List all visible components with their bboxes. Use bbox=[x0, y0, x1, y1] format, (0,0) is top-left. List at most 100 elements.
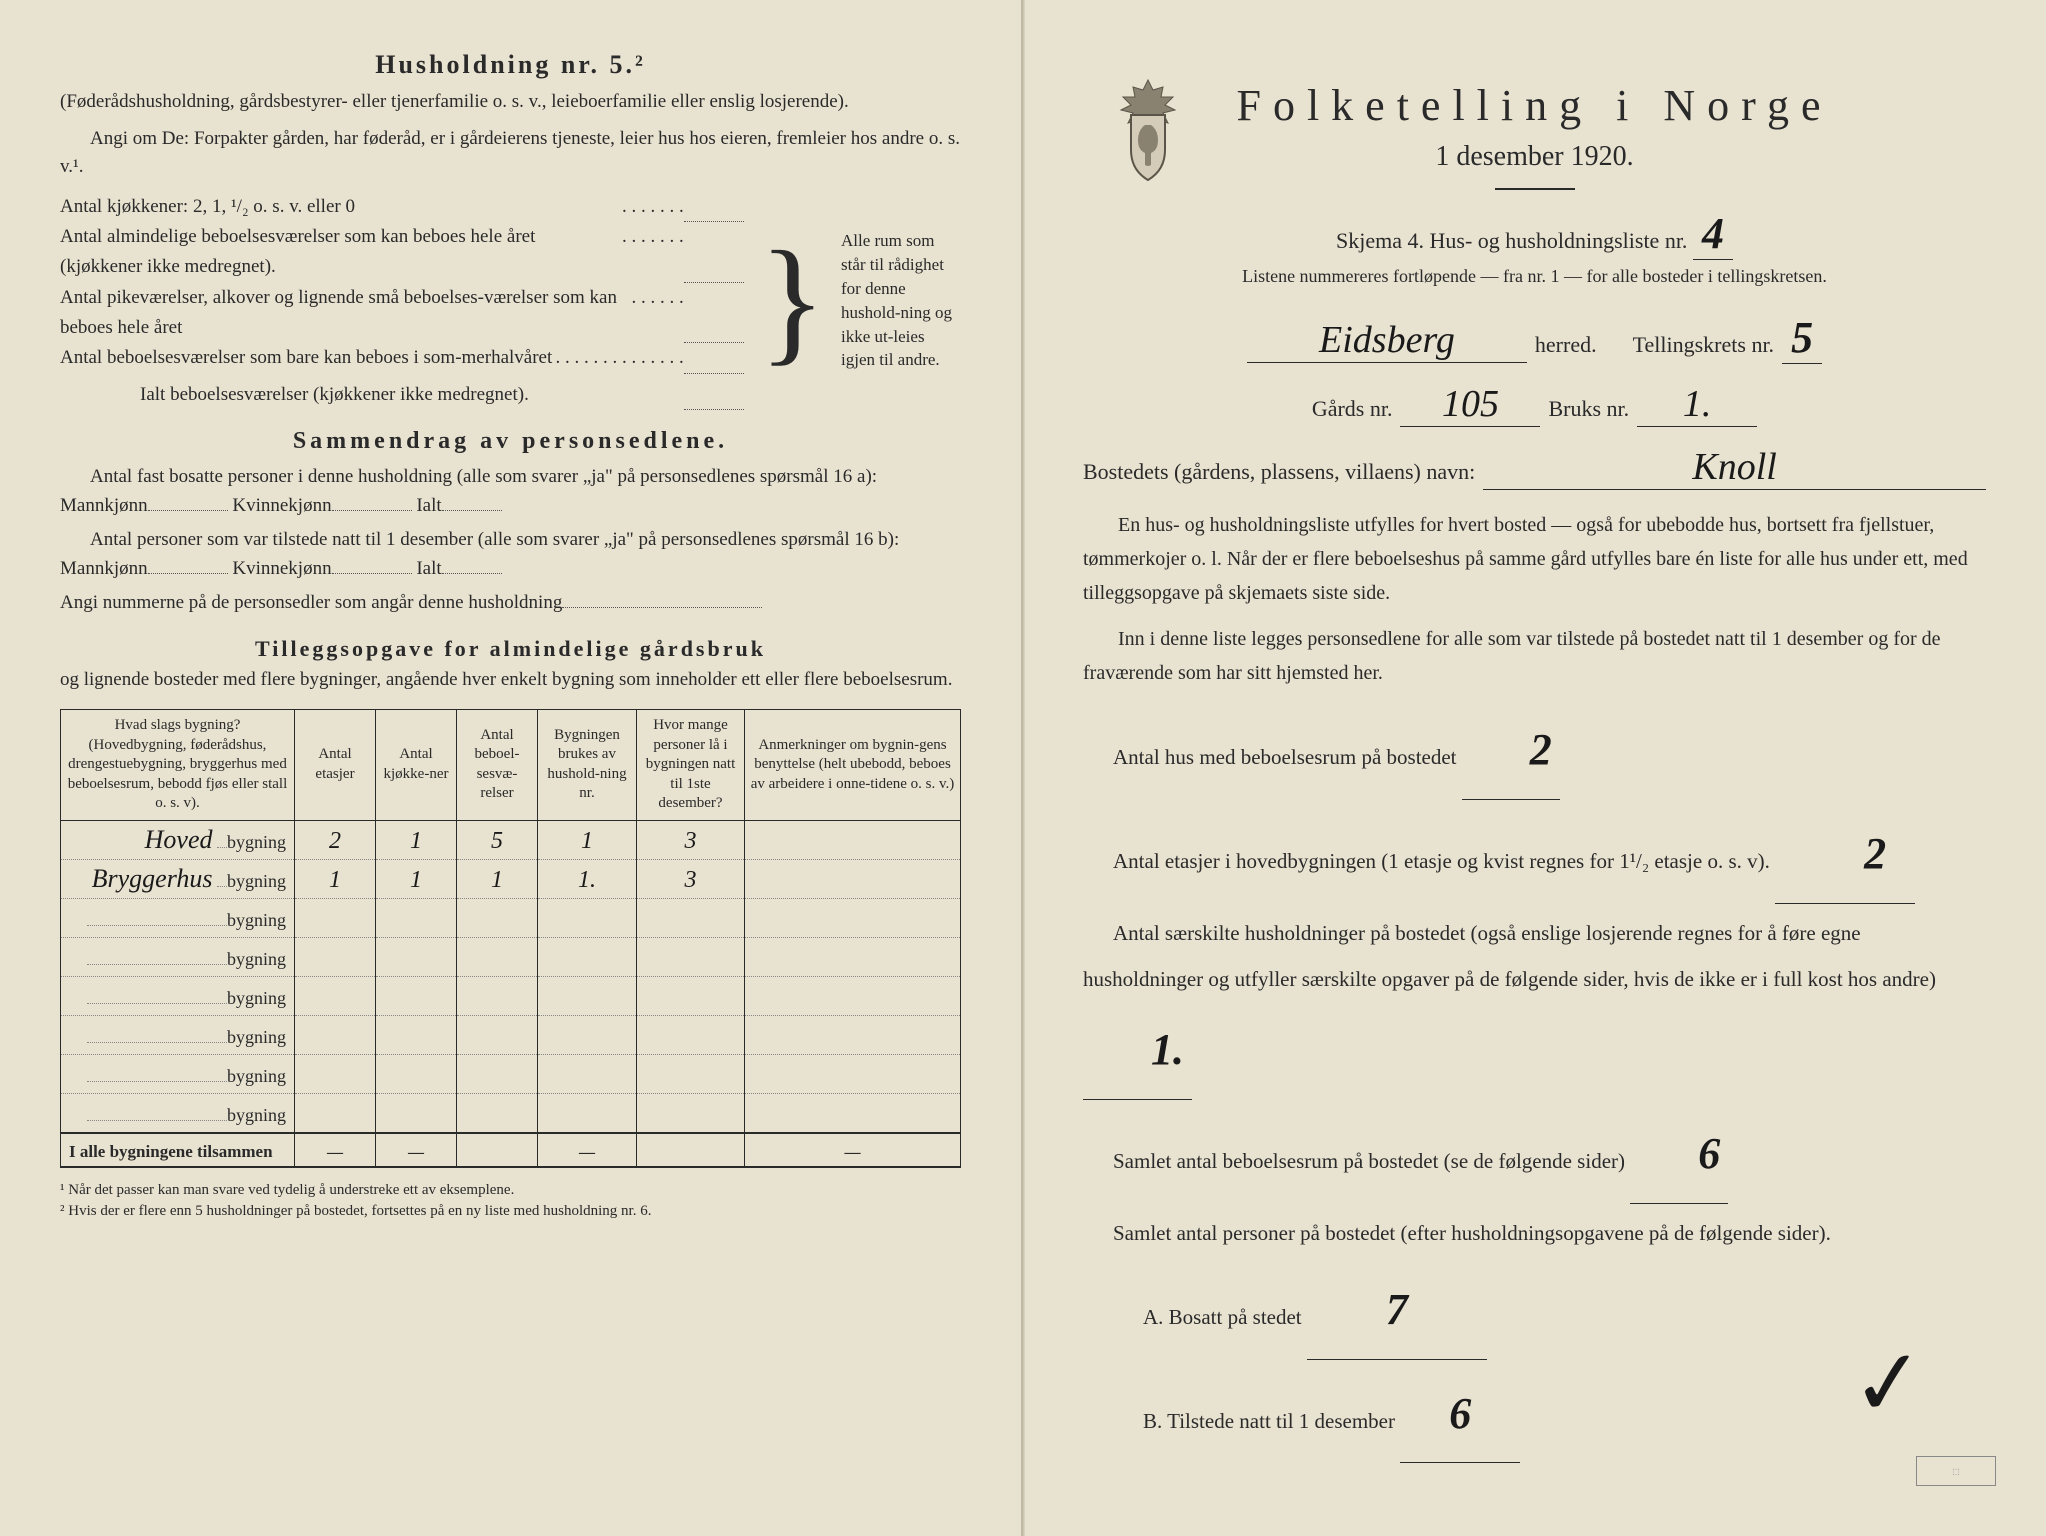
table-row: bygning bbox=[61, 898, 961, 937]
th-etasjer: Antal etasjer bbox=[295, 710, 376, 821]
row-kjokkener: 1 bbox=[376, 820, 457, 859]
krets-value: 5 bbox=[1791, 312, 1813, 363]
right-page: Folketelling i Norge 1 desember 1920. Sk… bbox=[1023, 0, 2046, 1536]
row-personer bbox=[637, 1054, 745, 1093]
bosted-value: Knoll bbox=[1692, 445, 1776, 489]
skjema-nr-value: 4 bbox=[1702, 208, 1724, 259]
rooms-bracket-section: Antal kjøkkener: 2, 1, ¹/₂ o. s. v. elle… bbox=[60, 192, 961, 411]
paragraph-2: Inn i denne liste legges personsedlene f… bbox=[1083, 622, 1986, 690]
row-beboelse: 1 bbox=[457, 859, 538, 898]
row-type: bygning bbox=[61, 1015, 295, 1054]
sub-instruction: Listene nummereres fortløpende — fra nr.… bbox=[1083, 266, 1986, 287]
row-husholdning bbox=[538, 937, 637, 976]
row-kjokkener bbox=[376, 937, 457, 976]
row-personer: 3 bbox=[637, 820, 745, 859]
row-etasjer bbox=[295, 937, 376, 976]
row-anm bbox=[745, 1015, 961, 1054]
left-page: Husholdning nr. 5.² (Føderådshusholdning… bbox=[0, 0, 1023, 1536]
row-etasjer bbox=[295, 898, 376, 937]
census-title: Folketelling i Norge bbox=[1083, 80, 1986, 131]
bruks-value: 1. bbox=[1683, 382, 1712, 426]
footnotes: ¹ Når det passer kan man svare ved tydel… bbox=[60, 1180, 961, 1222]
curly-bracket-icon: } bbox=[759, 245, 826, 357]
row-anm bbox=[745, 937, 961, 976]
herred-line: Eidsberg herred. Tellingskrets nr. 5 bbox=[1083, 312, 1986, 364]
row-beboelse: 5 bbox=[457, 820, 538, 859]
row-type: Bryggerhus bygning bbox=[61, 859, 295, 898]
row-personer bbox=[637, 976, 745, 1015]
census-document: Husholdning nr. 5.² (Føderådshusholdning… bbox=[0, 0, 2046, 1536]
row-anm bbox=[745, 898, 961, 937]
household-header: Husholdning nr. 5.² bbox=[60, 50, 961, 80]
row-anm bbox=[745, 859, 961, 898]
qb-value: 6 bbox=[1449, 1366, 1471, 1463]
row-type: Hoved bygning bbox=[61, 820, 295, 859]
row-anm bbox=[745, 1093, 961, 1133]
rooms2-label: Antal pikeværelser, alkover og lignende … bbox=[60, 283, 632, 344]
row-type: bygning bbox=[61, 937, 295, 976]
intro-1: (Føderådshusholdning, gårdsbestyrer- ell… bbox=[60, 88, 961, 117]
table-row: bygning bbox=[61, 937, 961, 976]
rooms1-label: Antal almindelige beboelsesværelser som … bbox=[60, 222, 622, 283]
supplement-title: Tilleggsopgave for almindelige gårdsbruk bbox=[60, 636, 961, 662]
table-total-row: I alle bygningene tilsammen — — — — bbox=[61, 1133, 961, 1167]
row-etasjer bbox=[295, 1054, 376, 1093]
th-kjokkener: Antal kjøkke-ner bbox=[376, 710, 457, 821]
row-personer: 3 bbox=[637, 859, 745, 898]
footnote-2: ² Hvis der er flere enn 5 husholdninger … bbox=[60, 1201, 961, 1222]
row-husholdning bbox=[538, 1093, 637, 1133]
herred-value: Eidsberg bbox=[1319, 318, 1455, 362]
q3-line: Antal særskilte husholdninger på bostede… bbox=[1083, 910, 1986, 1100]
row-personer bbox=[637, 1015, 745, 1054]
paragraph-1: En hus- og husholdningsliste utfylles fo… bbox=[1083, 508, 1986, 610]
row-husholdning bbox=[538, 976, 637, 1015]
table-row: Bryggerhus bygning 1 1 1 1. 3 bbox=[61, 859, 961, 898]
row-kjokkener: 1 bbox=[376, 859, 457, 898]
row-beboelse bbox=[457, 976, 538, 1015]
bracket-note: Alle rum som står til rådighet for denne… bbox=[841, 229, 961, 372]
th-beboelse: Antal beboel-sesvæ-relser bbox=[457, 710, 538, 821]
row-personer bbox=[637, 1093, 745, 1133]
summary-title: Sammendrag av personsedlene. bbox=[60, 428, 961, 455]
row-kjokkener bbox=[376, 1093, 457, 1133]
row-kjokkener bbox=[376, 1054, 457, 1093]
q3-value: 1. bbox=[1121, 1002, 1184, 1099]
q5-line: Samlet antal personer på bostedet (efter… bbox=[1083, 1210, 1986, 1256]
rooms3-label: Antal beboelsesværelser som bare kan beb… bbox=[60, 343, 556, 373]
row-type: bygning bbox=[61, 976, 295, 1015]
gards-line: Gårds nr. 105 Bruks nr. 1. bbox=[1083, 382, 1986, 427]
row-type: bygning bbox=[61, 1054, 295, 1093]
supplement-intro: og lignende bosteder med flere bygninger… bbox=[60, 666, 961, 695]
row-anm bbox=[745, 820, 961, 859]
intro-2: Angi om De: Forpakter gården, har føderå… bbox=[60, 125, 961, 182]
q4-line: Samlet antal beboelsesrum på bostedet (s… bbox=[1083, 1106, 1986, 1204]
archive-stamp: ⬚ bbox=[1916, 1456, 1996, 1486]
row-personer bbox=[637, 898, 745, 937]
row-etasjer bbox=[295, 1093, 376, 1133]
census-date: 1 desember 1920. bbox=[1083, 141, 1986, 173]
rooms-list: Antal kjøkkener: 2, 1, ¹/₂ o. s. v. elle… bbox=[60, 192, 744, 411]
table-row: bygning bbox=[61, 1015, 961, 1054]
footnote-1: ¹ Når det passer kan man svare ved tydel… bbox=[60, 1180, 961, 1201]
th-husholdning: Bygningen brukes av hushold-ning nr. bbox=[538, 710, 637, 821]
skjema-line: Skjema 4. Hus- og husholdningsliste nr. … bbox=[1083, 208, 1986, 260]
summary-line-3: Angi nummerne på de personsedler som ang… bbox=[60, 589, 961, 618]
row-etasjer bbox=[295, 976, 376, 1015]
coat-of-arms-icon bbox=[1103, 75, 1193, 185]
row-beboelse bbox=[457, 1054, 538, 1093]
row-etasjer: 2 bbox=[295, 820, 376, 859]
row-husholdning: 1 bbox=[538, 820, 637, 859]
q4-value: 6 bbox=[1668, 1106, 1720, 1203]
row-personer bbox=[637, 937, 745, 976]
row-anm bbox=[745, 976, 961, 1015]
row-kjokkener bbox=[376, 898, 457, 937]
row-kjokkener bbox=[376, 976, 457, 1015]
checkmark-icon: ✓ bbox=[1846, 1328, 1930, 1439]
kitchens-label: Antal kjøkkener: 2, 1, ¹/₂ o. s. v. elle… bbox=[60, 192, 622, 222]
buildings-table: Hvad slags bygning? (Hovedbygning, føder… bbox=[60, 709, 961, 1168]
bosted-line: Bostedets (gårdens, plassens, villaens) … bbox=[1083, 445, 1986, 490]
row-husholdning bbox=[538, 1054, 637, 1093]
row-beboelse bbox=[457, 1093, 538, 1133]
th-type: Hvad slags bygning? (Hovedbygning, føder… bbox=[61, 710, 295, 821]
row-kjokkener bbox=[376, 1015, 457, 1054]
